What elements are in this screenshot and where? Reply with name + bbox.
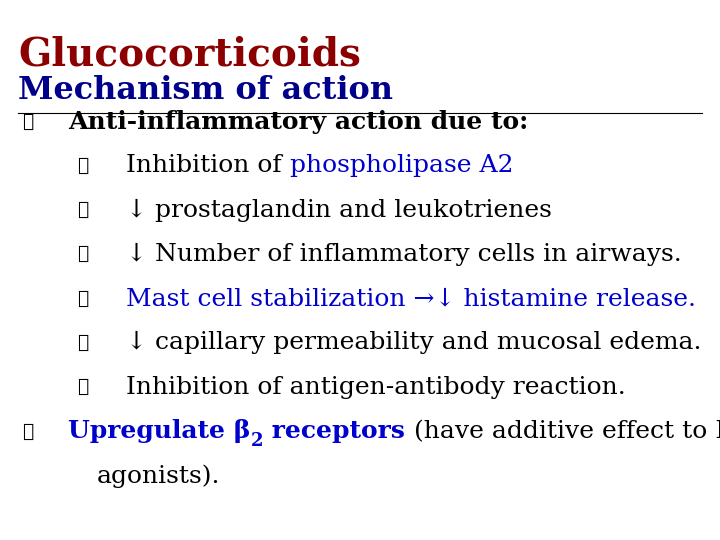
Text: ➤: ➤ — [77, 201, 89, 219]
Text: receptors: receptors — [264, 420, 414, 443]
Text: ➤: ➤ — [77, 334, 89, 352]
Text: Mast cell stabilization →↓ histamine release.: Mast cell stabilization →↓ histamine rel… — [126, 287, 696, 310]
Text: ➤: ➤ — [77, 289, 89, 308]
Text: (have additive effect to B: (have additive effect to B — [414, 420, 720, 443]
Text: Glucocorticoids: Glucocorticoids — [18, 35, 361, 73]
Text: ↓ capillary permeability and mucosal edema.: ↓ capillary permeability and mucosal ede… — [126, 332, 701, 354]
Text: ➤: ➤ — [77, 378, 89, 396]
Text: phospholipase A2: phospholipase A2 — [289, 154, 513, 177]
Text: Inhibition of: Inhibition of — [126, 154, 289, 177]
Text: 2: 2 — [251, 432, 264, 450]
Text: ➤: ➤ — [77, 157, 89, 175]
Text: ↓ prostaglandin and leukotrienes: ↓ prostaglandin and leukotrienes — [126, 199, 552, 221]
Text: ↓ Number of inflammatory cells in airways.: ↓ Number of inflammatory cells in airway… — [126, 243, 682, 266]
Text: Anti-inflammatory action due to:: Anti-inflammatory action due to: — [68, 110, 528, 133]
Text: Inhibition of antigen-antibody reaction.: Inhibition of antigen-antibody reaction. — [126, 376, 626, 399]
Text: ➤: ➤ — [22, 422, 33, 441]
Text: Upregulate β: Upregulate β — [68, 420, 251, 443]
Text: ➤: ➤ — [22, 112, 33, 131]
Text: ➤: ➤ — [77, 245, 89, 264]
Text: agonists).: agonists). — [97, 464, 221, 488]
Text: Mechanism of action: Mechanism of action — [18, 75, 393, 105]
